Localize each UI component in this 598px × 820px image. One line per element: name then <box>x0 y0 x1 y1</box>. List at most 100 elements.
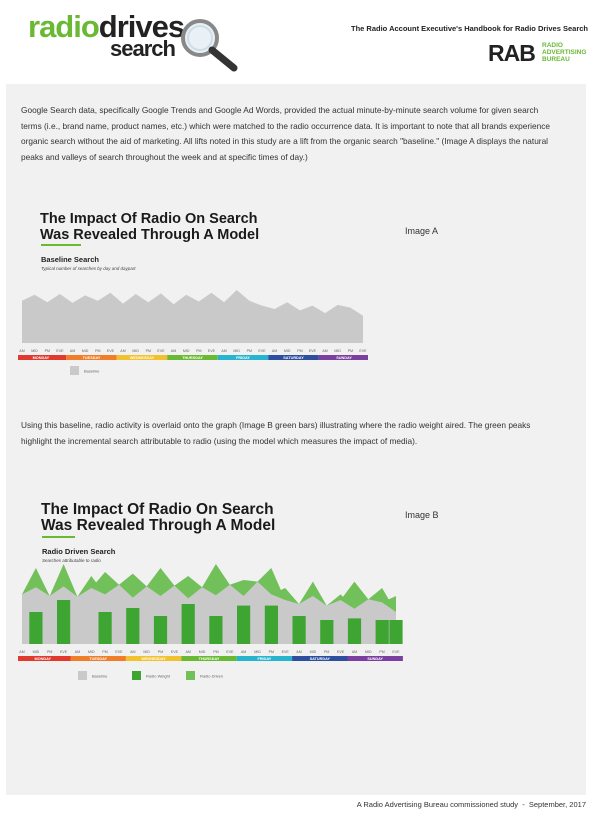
tick-label: EVE <box>171 650 179 654</box>
tick-label: PM <box>146 349 151 353</box>
day-label: TUESDAY <box>83 356 101 360</box>
chart-a-caption: Typical number of searches by day and da… <box>41 266 136 271</box>
tick-label: AM <box>272 349 277 353</box>
tick-label: PM <box>213 650 218 654</box>
tick-label: EVE <box>359 349 367 353</box>
tick-label: PM <box>196 349 201 353</box>
day-band <box>167 355 218 360</box>
day-band <box>66 355 117 360</box>
logo-word-drives: drives <box>98 9 185 44</box>
chart-b-title-line2: Was Revealed Through A Model <box>41 517 275 534</box>
radio-drives-search-logo: radiodrives search <box>28 9 238 72</box>
tick-label: EVE <box>115 650 123 654</box>
day-band <box>116 355 168 360</box>
legend-swatch <box>70 366 79 375</box>
magnifier-icon <box>181 19 238 72</box>
tick-label: MID <box>233 349 240 353</box>
day-band <box>236 656 293 661</box>
tick-label: PM <box>95 349 100 353</box>
day-label: MONDAY <box>33 356 50 360</box>
day-band <box>292 656 348 661</box>
chart-a-title-line1: The Impact Of Radio On Search <box>40 211 258 227</box>
tick-label: AM <box>19 650 24 654</box>
tick-label: MID <box>31 349 38 353</box>
tick-label: AM <box>352 650 357 654</box>
tick-label: AM <box>70 349 75 353</box>
tick-label: AM <box>322 349 327 353</box>
day-band <box>347 656 403 661</box>
day-band <box>318 355 368 360</box>
radio-weight-bar <box>375 620 389 644</box>
tick-label: PM <box>379 650 384 654</box>
radio-weight-bar <box>292 616 306 644</box>
tick-label: MID <box>310 650 317 654</box>
tick-label: EVE <box>337 650 345 654</box>
day-label: THURSDAY <box>182 356 203 360</box>
tick-label: AM <box>120 349 125 353</box>
tick-label: AM <box>296 650 301 654</box>
logo-word-radio: radio <box>28 9 100 44</box>
radio-weight-bar <box>389 620 403 644</box>
tick-label: EVE <box>226 650 234 654</box>
image-a-label: Image A <box>405 226 439 236</box>
radio-weight-bar <box>98 612 112 644</box>
tick-label: PM <box>102 650 107 654</box>
radio-weight-bar <box>237 605 251 644</box>
tick-label: AM <box>171 349 176 353</box>
tick-label: PM <box>47 650 52 654</box>
chart-a-legend: Baseline <box>70 366 100 375</box>
day-label: MONDAY <box>35 657 52 661</box>
day-band <box>18 656 71 661</box>
legend-label: Baseline <box>92 674 108 679</box>
tick-label: PM <box>247 349 252 353</box>
baseline-search-chart: The Impact Of Radio On Search Was Reveal… <box>18 211 368 375</box>
day-label: SATURDAY <box>310 657 331 661</box>
day-label: WEDNESDAY <box>130 356 155 360</box>
tick-label: PM <box>324 650 329 654</box>
day-band <box>181 656 237 661</box>
tick-label: EVE <box>392 650 400 654</box>
day-band <box>217 355 269 360</box>
tick-label: EVE <box>309 349 317 353</box>
tick-label: PM <box>297 349 302 353</box>
tick-label: EVE <box>56 349 64 353</box>
radio-weight-bar <box>181 604 195 644</box>
legend-swatch <box>132 671 141 680</box>
radio-weight-bar <box>153 616 168 644</box>
day-label: SUNDAY <box>367 657 383 661</box>
day-label: FRIDAY <box>258 657 272 661</box>
radio-weight-bar <box>29 612 43 644</box>
chart-a-day-bands: MONDAY TUESDAY WEDNESDAY THURSDAY FRIDAY SATU… <box>18 355 368 360</box>
tick-label: AM <box>186 650 191 654</box>
tick-label: PM <box>158 650 163 654</box>
handbook-title: The Radio Account Executive's Handbook f… <box>351 24 588 33</box>
tick-label: EVE <box>282 650 290 654</box>
radio-weight-bar <box>264 605 278 644</box>
image-b-label: Image B <box>405 510 439 520</box>
paragraph-google-search: Google Search data, specifically Google … <box>21 105 550 162</box>
chart-a-title-underline <box>41 244 81 246</box>
tick-label: MID <box>183 349 190 353</box>
page-header: radiodrives search The Radio Account Exe… <box>0 0 598 84</box>
chart-a-tick-labels: AM MID PM EVE AM MID PM EVE AM MID PM EVE AM MID PM EVE… <box>19 349 367 353</box>
chart-b-caption: Searches attributable to radio <box>42 558 101 563</box>
tick-label: EVE <box>60 650 68 654</box>
tick-label: EVE <box>157 349 165 353</box>
rab-logo: RAB RADIO ADVERTISING BUREAU <box>488 40 588 66</box>
day-band <box>268 355 319 360</box>
content-panel <box>6 84 586 795</box>
radio-weight-bar <box>126 608 140 644</box>
tick-label: EVE <box>107 349 115 353</box>
chart-b-title-line1: The Impact Of Radio On Search <box>41 501 274 518</box>
tick-label: MID <box>132 349 139 353</box>
chart-b-day-bands: MONDAY TUESDAY WEDNESDAY THURSDAY FRIDAY SATU… <box>18 656 403 661</box>
tick-label: MID <box>254 650 261 654</box>
rab-full-name: RADIO ADVERTISING BUREAU <box>542 42 587 63</box>
day-label: SATURDAY <box>283 356 304 360</box>
tick-label: AM <box>19 349 24 353</box>
radio-weight-bar <box>320 620 334 644</box>
tick-label: MID <box>143 650 150 654</box>
tick-label: PM <box>269 650 274 654</box>
day-label: THURSDAY <box>199 657 220 661</box>
tick-label: MID <box>334 349 341 353</box>
